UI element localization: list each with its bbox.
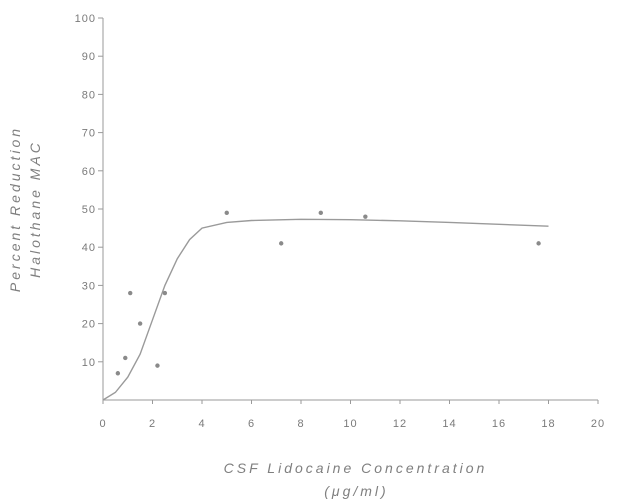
x-tick-label: 2	[149, 418, 156, 430]
fitted-curve	[102, 218, 549, 401]
x-tick-label: 16	[492, 418, 506, 430]
x-tick-label: 14	[442, 418, 456, 430]
x-tick-label: 18	[541, 418, 555, 430]
y-tick-label: 20	[82, 319, 96, 331]
y-tick-label: 90	[82, 51, 96, 63]
data-point	[224, 210, 229, 216]
data-point	[128, 290, 133, 296]
x-ticks: 0 2 4 6 8 10 12 14 16 18 20	[99, 400, 605, 430]
y-tick-label: 50	[82, 204, 96, 216]
x-axis-title: CSF Lidocaine Concentration	[224, 460, 488, 476]
data-point	[155, 363, 160, 368]
data-point	[115, 371, 121, 376]
x-tick-label: 4	[198, 418, 205, 430]
y-tick-label: 80	[82, 89, 96, 101]
data-point	[318, 210, 323, 216]
y-ticks: 10 20 30 40 50 60 70 80 90 100	[75, 13, 103, 369]
data-point	[162, 290, 168, 296]
x-tick-label: 8	[297, 418, 304, 430]
y-tick-label: 10	[82, 357, 96, 369]
x-tick-label: 6	[248, 418, 255, 430]
data-point	[363, 214, 368, 219]
data-points	[115, 210, 541, 376]
data-point	[123, 355, 128, 361]
x-tick-label: 12	[393, 418, 407, 430]
axes	[102, 18, 598, 401]
y-axis-title-line2: Halothane MAC	[27, 140, 43, 278]
y-tick-label: 100	[75, 13, 96, 25]
y-axis-title-line1: Percent Reduction	[7, 126, 23, 292]
x-tick-label: 0	[99, 418, 106, 430]
x-axis-units: (μg/ml)	[324, 483, 388, 499]
data-point	[279, 241, 284, 246]
data-point	[137, 321, 143, 326]
x-tick-label: 10	[343, 418, 357, 430]
x-tick-label: 20	[591, 418, 605, 430]
y-tick-label: 30	[82, 280, 96, 292]
data-point	[536, 241, 541, 246]
y-tick-label: 40	[82, 242, 96, 254]
y-tick-label: 70	[82, 128, 96, 140]
y-tick-label: 60	[82, 166, 96, 178]
